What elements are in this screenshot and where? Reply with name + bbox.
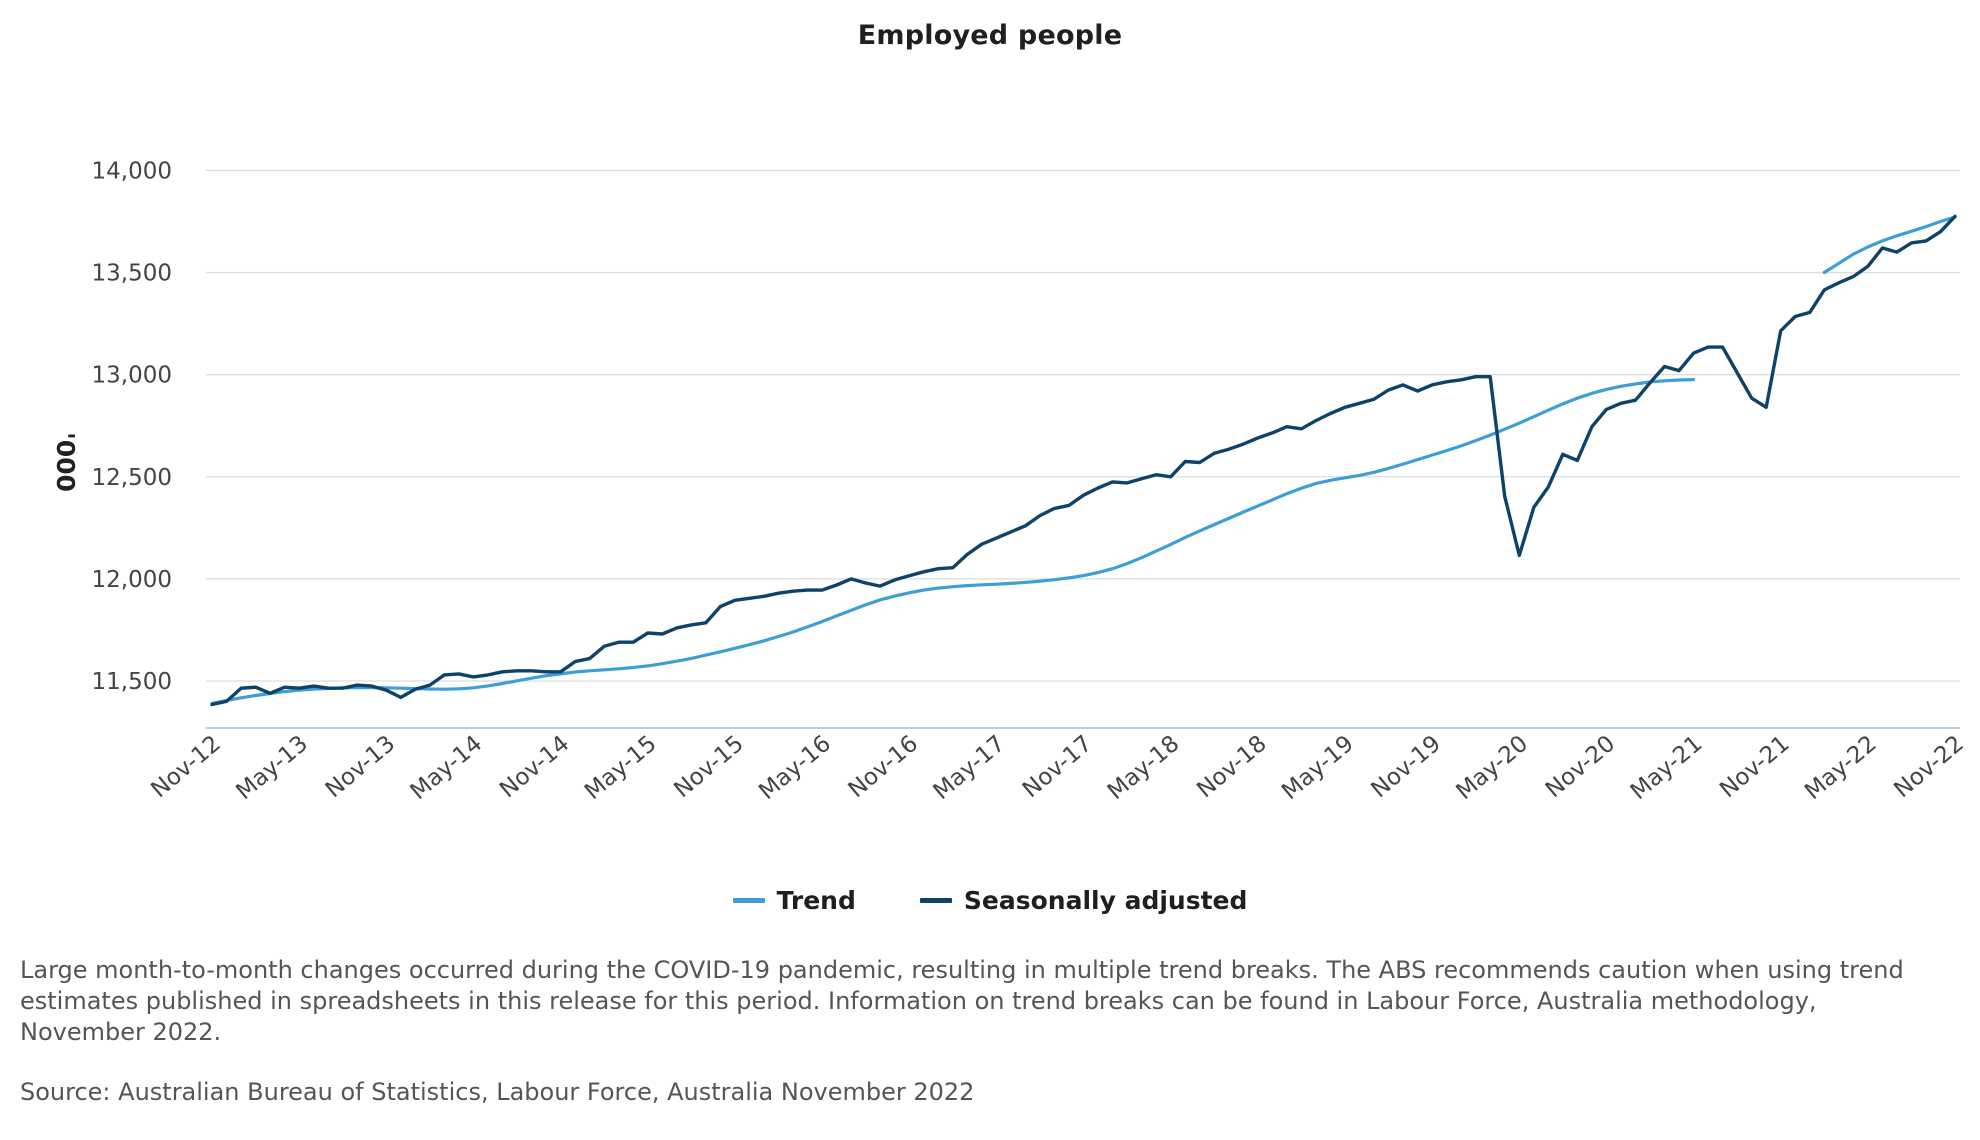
x-tick-label: Nov-16: [844, 731, 923, 804]
x-axis-ticks: Nov-12 May-13 Nov-13 May-14 Nov-14 May-15 Nov-…: [146, 731, 1968, 805]
x-tick-label: Nov-14: [495, 731, 574, 804]
x-tick-label: May-20: [1451, 731, 1533, 805]
x-tick-label: Nov-15: [669, 731, 748, 804]
legend-swatch-seasonally-adjusted: [919, 898, 952, 903]
legend-label-seasonally-adjusted: Seasonally adjusted: [963, 886, 1248, 915]
x-tick-label: Nov-12: [146, 731, 225, 804]
y-tick-label: 13,500: [92, 261, 172, 287]
x-tick-label: May-22: [1800, 731, 1882, 805]
y-axis-ticks: 11,500 12,000 12,500 13,000 13,500 14,000: [92, 158, 172, 695]
chart-title: Employed people: [857, 20, 1123, 51]
x-tick-label: May-16: [754, 731, 836, 805]
legend-item-trend[interactable]: Trend: [732, 886, 856, 915]
x-tick-label: Nov-19: [1367, 731, 1446, 804]
x-tick-label: Nov-17: [1018, 731, 1097, 804]
x-tick-label: May-21: [1626, 731, 1708, 805]
x-tick-label: May-18: [1103, 731, 1185, 805]
x-tick-label: May-17: [929, 731, 1011, 805]
x-tick-label: Nov-13: [321, 731, 400, 804]
y-tick-label: 11,500: [92, 669, 172, 695]
y-tick-label: 12,500: [92, 465, 172, 491]
y-axis-title: '000: [51, 432, 80, 492]
gridlines: [206, 169, 1960, 729]
legend-item-seasonally-adjusted[interactable]: Seasonally adjusted: [919, 886, 1248, 915]
chart-source: Source: Australian Bureau of Statistics,…: [20, 1078, 975, 1106]
line-chart: 11,500 12,000 12,500 13,000 13,500 14,000 Nov…: [51, 158, 1969, 805]
legend: Trend Seasonally adjusted: [0, 886, 1980, 915]
series-line-trend: [210, 378, 1696, 706]
x-tick-label: Nov-20: [1541, 731, 1620, 804]
x-tick-label: May-19: [1277, 731, 1359, 805]
series-line-seasonally-adjusted: [210, 214, 1957, 707]
chart-note: Large month-to-month changes occurred du…: [20, 956, 1904, 1046]
x-tick-label: Nov-21: [1715, 731, 1794, 804]
y-tick-label: 14,000: [92, 158, 172, 184]
x-tick-label: Nov-18: [1192, 731, 1271, 804]
x-tick-label: May-14: [406, 731, 488, 805]
series-lines: [210, 214, 1957, 707]
legend-label-trend: Trend: [776, 886, 856, 915]
series-line-trend: [1822, 215, 1957, 275]
y-tick-label: 12,000: [92, 567, 172, 593]
y-tick-label: 13,000: [92, 363, 172, 389]
x-tick-label: May-13: [231, 731, 313, 805]
x-tick-label: May-15: [580, 731, 662, 805]
legend-swatch-trend: [732, 898, 765, 903]
x-tick-label: Nov-22: [1889, 731, 1968, 804]
